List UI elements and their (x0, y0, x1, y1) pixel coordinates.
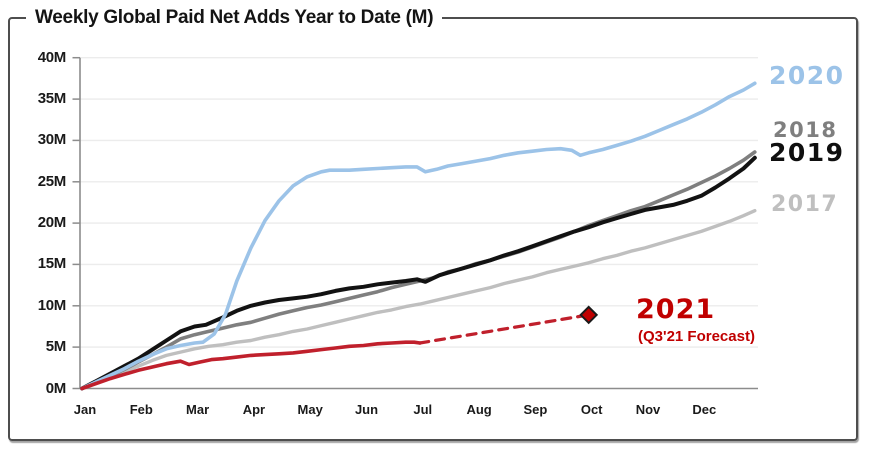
series-label-2020: 2020 (769, 61, 845, 90)
series-line-2020 (80, 81, 757, 391)
series-label-2019: 2019 (769, 138, 845, 167)
forecast-diamond-marker (579, 305, 599, 325)
series-line-2017 (80, 208, 757, 391)
series-line-2019 (80, 155, 757, 391)
x-tick-label-Oct: Oct (580, 402, 603, 417)
y-tick-label-20M: 20M (37, 214, 67, 232)
y-tick-label-25M: 25M (37, 172, 67, 190)
x-tick-label-Sep: Sep (523, 402, 548, 417)
series-line-2021-forecast (418, 313, 591, 345)
y-tick-label-30M: 30M (37, 131, 67, 149)
series-label-2017: 2017 (771, 192, 839, 217)
y-tick-label-40M: 40M (37, 48, 67, 66)
series-line-2021 (80, 340, 422, 391)
y-tick-label-15M: 15M (37, 255, 67, 273)
x-tick-label-Aug: Aug (466, 402, 492, 417)
y-tick-label-0M: 0M (45, 379, 67, 397)
series-label-2021: 2021 (636, 294, 716, 325)
x-tick-label-Jun: Jun (354, 402, 379, 417)
series-label-2018: 2018 (773, 118, 838, 142)
x-tick-label-Mar: Mar (186, 402, 210, 417)
x-tick-label-Jan: Jan (73, 402, 97, 417)
y-tick-label-10M: 10M (37, 296, 67, 314)
y-tick-label-35M: 35M (37, 90, 67, 108)
forecast-note: (Q3'21 Forecast) (638, 328, 755, 345)
y-tick-label-5M: 5M (45, 338, 67, 356)
x-tick-label-Nov: Nov (635, 402, 661, 417)
x-tick-label-Dec: Dec (692, 402, 717, 417)
x-tick-label-Feb: Feb (129, 402, 153, 417)
x-tick-label-Jul: Jul (413, 402, 433, 417)
chart-title: Weekly Global Paid Net Adds Year to Date… (26, 5, 443, 30)
x-tick-label-May: May (297, 402, 323, 417)
x-tick-label-Apr: Apr (242, 402, 266, 417)
